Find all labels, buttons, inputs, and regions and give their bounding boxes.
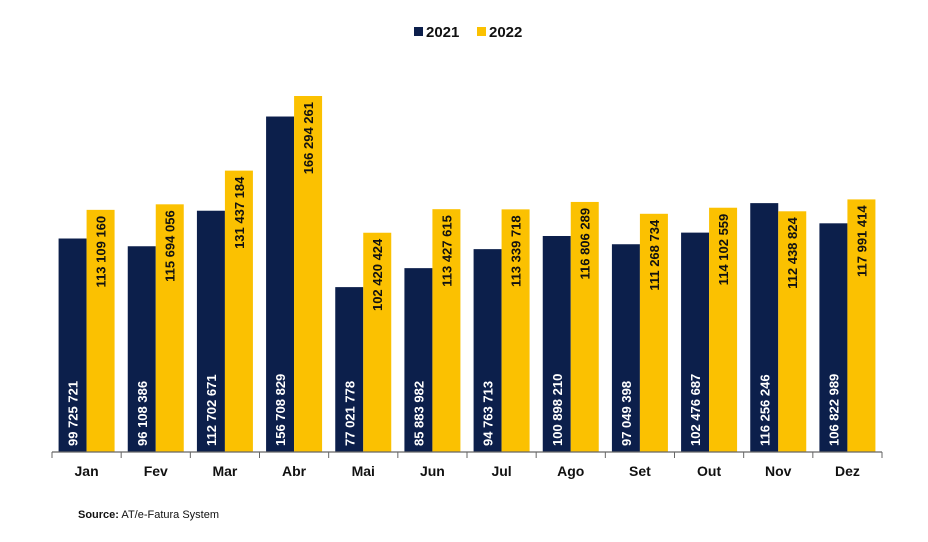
legend-label-2022: 2022 bbox=[489, 24, 522, 41]
x-tick-label-fev: Fev bbox=[144, 463, 168, 479]
data-label-2021-ago: 100 898 210 bbox=[550, 374, 565, 446]
legend-swatch-2021 bbox=[414, 27, 423, 36]
bar-2021-jul bbox=[473, 249, 502, 452]
x-tick-label-mar: Mar bbox=[212, 463, 237, 479]
bar-2022-mai bbox=[363, 232, 392, 452]
source-note: Source: AT/e-Fatura System bbox=[78, 509, 219, 521]
x-tick-label-out: Out bbox=[697, 463, 721, 479]
data-label-2022-ago: 116 806 289 bbox=[578, 208, 593, 280]
bar-2022-fev bbox=[155, 204, 184, 452]
legend: 2021 2022 bbox=[414, 24, 522, 41]
bar-2022-dez bbox=[847, 199, 876, 452]
legend-label-2021: 2021 bbox=[426, 24, 459, 41]
x-tick-label-dez: Dez bbox=[835, 463, 860, 479]
bar-2021-jun bbox=[404, 268, 433, 452]
x-tick-label-jul: Jul bbox=[491, 463, 511, 479]
x-tick-label-mai: Mai bbox=[352, 463, 375, 479]
data-label-2022-jun: 113 427 615 bbox=[439, 215, 454, 287]
x-tick-label-abr: Abr bbox=[282, 463, 307, 479]
data-label-2022-set: 111 268 734 bbox=[647, 219, 662, 291]
data-label-2021-set: 97 049 398 bbox=[619, 381, 634, 446]
data-label-2022-dez: 117 991 414 bbox=[854, 205, 869, 277]
x-tick-label-ago: Ago bbox=[557, 463, 584, 479]
bar-2021-jan bbox=[58, 238, 87, 452]
data-label-2022-mar: 131 437 184 bbox=[232, 176, 247, 249]
bar-2022-nov bbox=[778, 211, 807, 452]
source-text: AT/e-Fatura System bbox=[121, 509, 220, 521]
bar-2021-abr bbox=[266, 116, 295, 453]
data-label-2022-abr: 166 294 261 bbox=[301, 102, 316, 174]
data-label-2021-mar: 112 702 671 bbox=[204, 374, 219, 446]
data-label-2022-mai: 102 420 424 bbox=[370, 238, 385, 311]
data-label-2022-jul: 113 339 718 bbox=[509, 215, 524, 287]
data-label-2022-nov: 112 438 824 bbox=[785, 217, 800, 289]
data-label-2022-out: 114 102 559 bbox=[716, 214, 731, 286]
bars-layer: 99 725 721 113 109 160 96 108 386 115 694 0… bbox=[58, 96, 876, 453]
data-label-2021-jan: 99 725 721 bbox=[66, 381, 81, 446]
bar-2021-ago bbox=[542, 235, 571, 452]
bar-2021-set bbox=[611, 244, 640, 452]
x-tick-label-set: Set bbox=[629, 463, 651, 479]
data-label-2021-nov: 116 256 246 bbox=[757, 374, 772, 446]
bar-2021-dez bbox=[819, 223, 848, 452]
data-label-2021-dez: 106 822 989 bbox=[826, 374, 841, 446]
x-tick-label-jan: Jan bbox=[75, 463, 99, 479]
x-tick-label-jun: Jun bbox=[420, 463, 445, 479]
data-label-2021-jun: 85 883 982 bbox=[411, 381, 426, 446]
data-label-2021-out: 102 476 687 bbox=[688, 374, 703, 446]
bar-2022-jan bbox=[86, 209, 115, 452]
bar-2021-out bbox=[681, 232, 710, 452]
x-tick-label-nov: Nov bbox=[765, 463, 792, 479]
legend-swatch-2022 bbox=[477, 27, 486, 36]
bar-2022-mar bbox=[224, 170, 253, 452]
bar-2021-mar bbox=[196, 210, 225, 452]
bar-2022-abr bbox=[294, 96, 323, 452]
bar-2022-jun bbox=[432, 209, 461, 452]
data-label-2021-jul: 94 763 713 bbox=[481, 381, 496, 446]
data-label-2021-abr: 156 708 829 bbox=[273, 374, 288, 446]
bar-2021-nov bbox=[750, 203, 779, 452]
data-label-2022-jan: 113 109 160 bbox=[94, 216, 109, 288]
bar-2022-out bbox=[709, 207, 738, 452]
data-label-2021-fev: 96 108 386 bbox=[135, 381, 150, 446]
bar-2022-ago bbox=[570, 201, 599, 452]
data-label-2021-mai: 77 021 778 bbox=[342, 381, 357, 446]
source-label: Source: bbox=[78, 509, 119, 521]
x-axis: Jan Fev Mar Abr Mai Jun Jul Ago Set Out Nov Dez bbox=[51, 451, 883, 479]
bar-2022-set bbox=[639, 213, 668, 452]
bar-2022-jul bbox=[501, 209, 530, 452]
bar-2021-mai bbox=[335, 287, 364, 452]
bar-2021-fev bbox=[127, 246, 156, 452]
data-label-2022-fev: 115 694 056 bbox=[163, 210, 178, 282]
